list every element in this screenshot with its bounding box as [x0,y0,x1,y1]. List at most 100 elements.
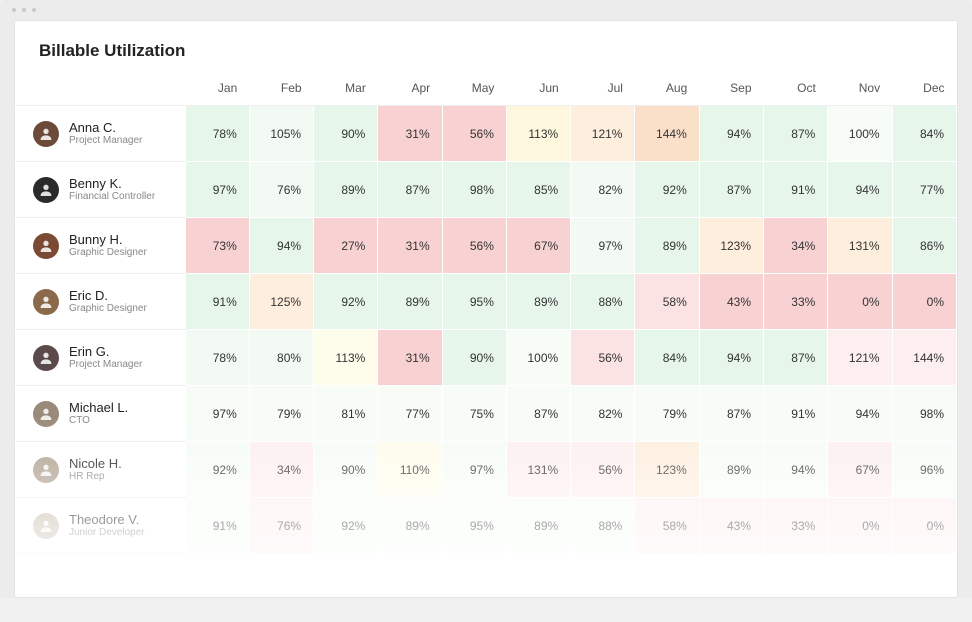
value-cell[interactable]: 89% [506,498,570,554]
value-cell[interactable]: 90% [314,442,378,498]
value-cell[interactable]: 87% [764,106,828,162]
value-cell[interactable]: 92% [314,498,378,554]
person-cell[interactable]: Theodore V.Junior Developer [15,498,185,554]
value-cell[interactable]: 81% [314,386,378,442]
value-cell[interactable]: 94% [699,330,763,386]
value-cell[interactable]: 82% [571,386,635,442]
value-cell[interactable]: 89% [314,162,378,218]
value-cell[interactable]: 131% [828,218,892,274]
value-cell[interactable]: 89% [378,498,442,554]
value-cell[interactable]: 131% [506,442,570,498]
value-cell[interactable]: 84% [635,330,699,386]
value-cell[interactable]: 110% [378,442,442,498]
value-cell[interactable]: 94% [249,218,313,274]
value-cell[interactable]: 94% [764,442,828,498]
value-cell[interactable]: 125% [249,274,313,330]
value-cell[interactable]: 85% [506,162,570,218]
value-cell[interactable]: 144% [635,106,699,162]
value-cell[interactable]: 105% [249,106,313,162]
value-cell[interactable]: 33% [764,498,828,554]
value-cell[interactable]: 0% [828,274,892,330]
value-cell[interactable]: 56% [442,218,506,274]
value-cell[interactable]: 92% [314,274,378,330]
person-cell[interactable]: Benny K.Financial Controller [15,162,185,218]
value-cell[interactable]: 58% [635,274,699,330]
value-cell[interactable]: 56% [442,106,506,162]
value-cell[interactable]: 92% [635,162,699,218]
value-cell[interactable]: 92% [185,442,249,498]
value-cell[interactable]: 91% [185,498,249,554]
value-cell[interactable]: 86% [892,218,956,274]
value-cell[interactable]: 89% [635,218,699,274]
value-cell[interactable]: 0% [892,498,956,554]
value-cell[interactable]: 77% [378,386,442,442]
value-cell[interactable]: 89% [506,274,570,330]
value-cell[interactable]: 121% [828,330,892,386]
value-cell[interactable]: 87% [699,386,763,442]
value-cell[interactable]: 113% [506,106,570,162]
value-cell[interactable]: 56% [571,442,635,498]
value-cell[interactable]: 77% [892,162,956,218]
value-cell[interactable]: 73% [185,218,249,274]
value-cell[interactable]: 43% [699,274,763,330]
value-cell[interactable]: 88% [571,274,635,330]
value-cell[interactable]: 98% [892,386,956,442]
value-cell[interactable]: 97% [571,218,635,274]
value-cell[interactable]: 67% [506,218,570,274]
value-cell[interactable]: 96% [892,442,956,498]
person-cell[interactable]: Anna C.Project Manager [15,106,185,162]
value-cell[interactable]: 79% [249,386,313,442]
person-cell[interactable]: Erin G.Project Manager [15,330,185,386]
value-cell[interactable]: 91% [764,386,828,442]
value-cell[interactable]: 100% [506,330,570,386]
value-cell[interactable]: 87% [699,162,763,218]
value-cell[interactable]: 56% [571,330,635,386]
value-cell[interactable]: 94% [699,106,763,162]
value-cell[interactable]: 34% [249,442,313,498]
value-cell[interactable]: 78% [185,106,249,162]
value-cell[interactable]: 82% [571,162,635,218]
value-cell[interactable]: 144% [892,330,956,386]
value-cell[interactable]: 88% [571,498,635,554]
value-cell[interactable]: 84% [892,106,956,162]
value-cell[interactable]: 79% [635,386,699,442]
value-cell[interactable]: 0% [828,498,892,554]
value-cell[interactable]: 100% [828,106,892,162]
value-cell[interactable]: 0% [892,274,956,330]
value-cell[interactable]: 98% [442,162,506,218]
value-cell[interactable]: 89% [699,442,763,498]
value-cell[interactable]: 95% [442,498,506,554]
value-cell[interactable]: 87% [764,330,828,386]
person-cell[interactable]: Nicole H.HR Rep [15,442,185,498]
value-cell[interactable]: 97% [442,442,506,498]
value-cell[interactable]: 76% [249,498,313,554]
value-cell[interactable]: 31% [378,330,442,386]
value-cell[interactable]: 94% [828,386,892,442]
value-cell[interactable]: 97% [185,162,249,218]
value-cell[interactable]: 27% [314,218,378,274]
value-cell[interactable]: 31% [378,218,442,274]
value-cell[interactable]: 75% [442,386,506,442]
value-cell[interactable]: 90% [442,330,506,386]
value-cell[interactable]: 78% [185,330,249,386]
value-cell[interactable]: 91% [764,162,828,218]
value-cell[interactable]: 121% [571,106,635,162]
value-cell[interactable]: 67% [828,442,892,498]
value-cell[interactable]: 80% [249,330,313,386]
value-cell[interactable]: 34% [764,218,828,274]
value-cell[interactable]: 123% [635,442,699,498]
value-cell[interactable]: 97% [185,386,249,442]
value-cell[interactable]: 76% [249,162,313,218]
value-cell[interactable]: 95% [442,274,506,330]
value-cell[interactable]: 90% [314,106,378,162]
value-cell[interactable]: 58% [635,498,699,554]
value-cell[interactable]: 31% [378,106,442,162]
value-cell[interactable]: 87% [506,386,570,442]
value-cell[interactable]: 33% [764,274,828,330]
person-cell[interactable]: Bunny H.Graphic Designer [15,218,185,274]
value-cell[interactable]: 89% [378,274,442,330]
value-cell[interactable]: 94% [828,162,892,218]
value-cell[interactable]: 87% [378,162,442,218]
value-cell[interactable]: 123% [699,218,763,274]
value-cell[interactable]: 113% [314,330,378,386]
